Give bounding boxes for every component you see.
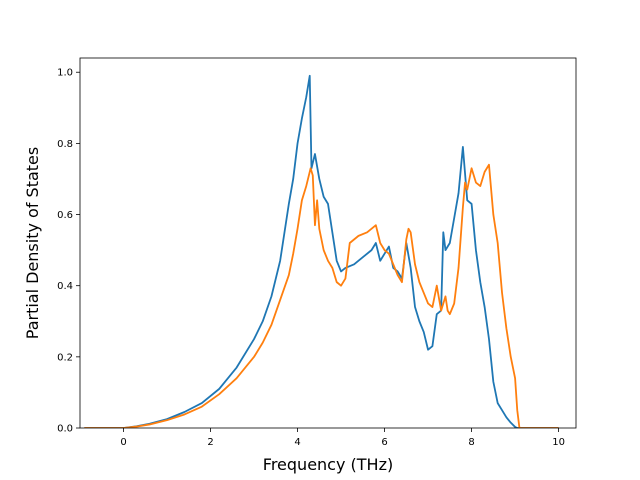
- x-tick-label: 10: [552, 437, 565, 448]
- y-tick-label: 0.2: [57, 352, 73, 363]
- y-tick-label: 0.4: [57, 281, 73, 292]
- x-axis-ticks: 0 2 4 6 8 10: [120, 428, 565, 448]
- x-tick-label: 2: [207, 437, 213, 448]
- y-axis-ticks: 0.0 0.2 0.4 0.6 0.8 1.0: [57, 68, 80, 435]
- x-tick-label: 6: [381, 437, 387, 448]
- series-line-2: [84, 163, 559, 428]
- y-tick-label: 0.0: [57, 424, 73, 435]
- y-tick-label: 0.6: [57, 210, 73, 221]
- x-tick-label: 8: [468, 437, 474, 448]
- y-tick-label: 0.8: [57, 139, 73, 150]
- series-layer: [84, 74, 559, 428]
- x-tick-label: 4: [294, 437, 300, 448]
- y-tick-label: 1.0: [57, 68, 73, 79]
- plot-area: [80, 58, 576, 428]
- axes-frame: [79, 57, 577, 429]
- x-axis-label: Frequency (THz): [263, 455, 393, 474]
- y-axis-label: Partial Density of States: [23, 147, 42, 339]
- series-line-1: [84, 74, 559, 428]
- x-tick-label: 0: [120, 437, 126, 448]
